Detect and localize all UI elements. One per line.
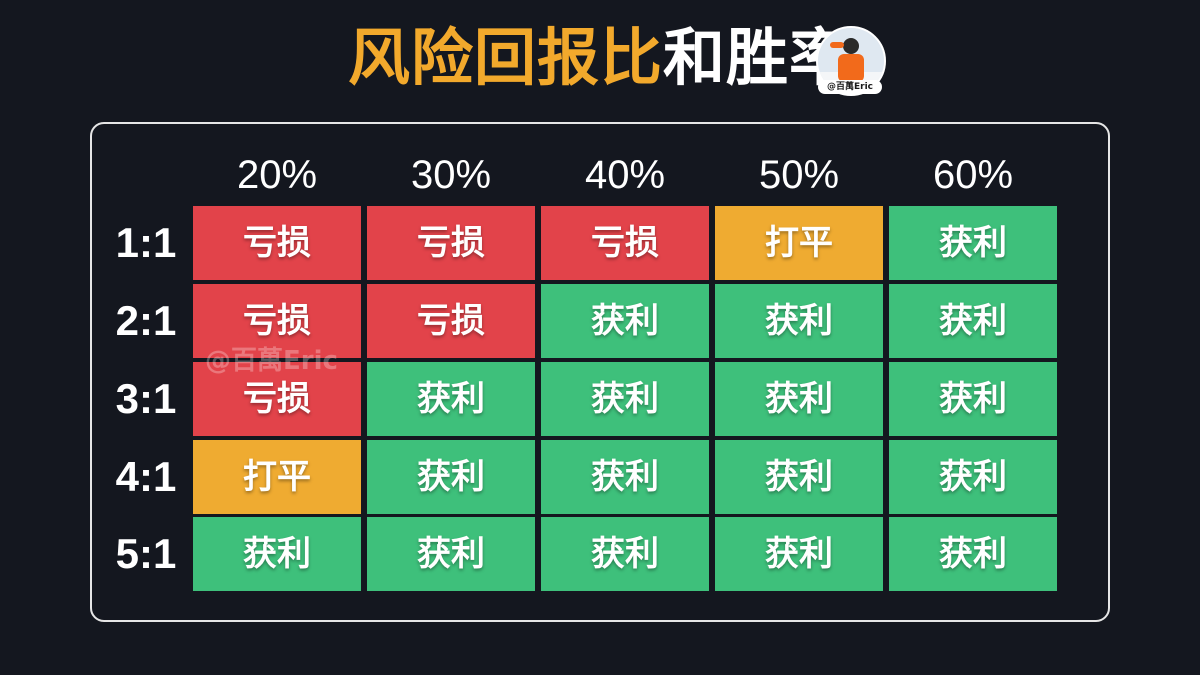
grid-cell: 亏损 xyxy=(367,284,535,358)
grid-cell: 获利 xyxy=(715,362,883,436)
grid-cell: 获利 xyxy=(889,284,1057,358)
grid-cell: 获利 xyxy=(715,440,883,514)
grid-cell: 获利 xyxy=(541,284,709,358)
grid-cell: 亏损 xyxy=(193,362,361,436)
column-header: 50% xyxy=(758,153,840,197)
grid-cell: 获利 xyxy=(541,440,709,514)
matrix-frame xyxy=(90,122,1110,622)
row-header: 3:1 xyxy=(115,375,177,422)
grid-cell: 打平 xyxy=(193,440,361,514)
grid-cell: 获利 xyxy=(715,517,883,591)
page-title: 风险回报比和胜率 xyxy=(0,18,1200,98)
column-header: 60% xyxy=(932,153,1014,197)
row-header: 2:1 xyxy=(115,297,177,344)
column-header: 30% xyxy=(410,153,492,197)
grid-cell: 获利 xyxy=(541,517,709,591)
grid-cell: 获利 xyxy=(541,362,709,436)
row-header: 4:1 xyxy=(115,453,177,500)
grid-cell: 获利 xyxy=(193,517,361,591)
grid-cell: 亏损 xyxy=(193,206,361,280)
column-header: 40% xyxy=(584,153,666,197)
grid-cell: 获利 xyxy=(889,440,1057,514)
avatar-badge: @百萬Eric xyxy=(818,80,882,94)
grid-cell: 获利 xyxy=(715,284,883,358)
grid-cell: 获利 xyxy=(889,517,1057,591)
title-highlight: 风险回报比 xyxy=(347,21,663,94)
row-header: 1:1 xyxy=(115,219,177,266)
grid-cell: 亏损 xyxy=(193,284,361,358)
grid-cell: 亏损 xyxy=(541,206,709,280)
column-header: 20% xyxy=(236,153,318,197)
grid-cell: 获利 xyxy=(889,362,1057,436)
grid-cell: 打平 xyxy=(715,206,883,280)
grid-cell: 获利 xyxy=(367,440,535,514)
grid-cell: 获利 xyxy=(367,362,535,436)
row-header: 5:1 xyxy=(115,530,177,577)
grid-cell: 获利 xyxy=(367,517,535,591)
grid-cell: 亏损 xyxy=(367,206,535,280)
grid-cell: 获利 xyxy=(889,206,1057,280)
